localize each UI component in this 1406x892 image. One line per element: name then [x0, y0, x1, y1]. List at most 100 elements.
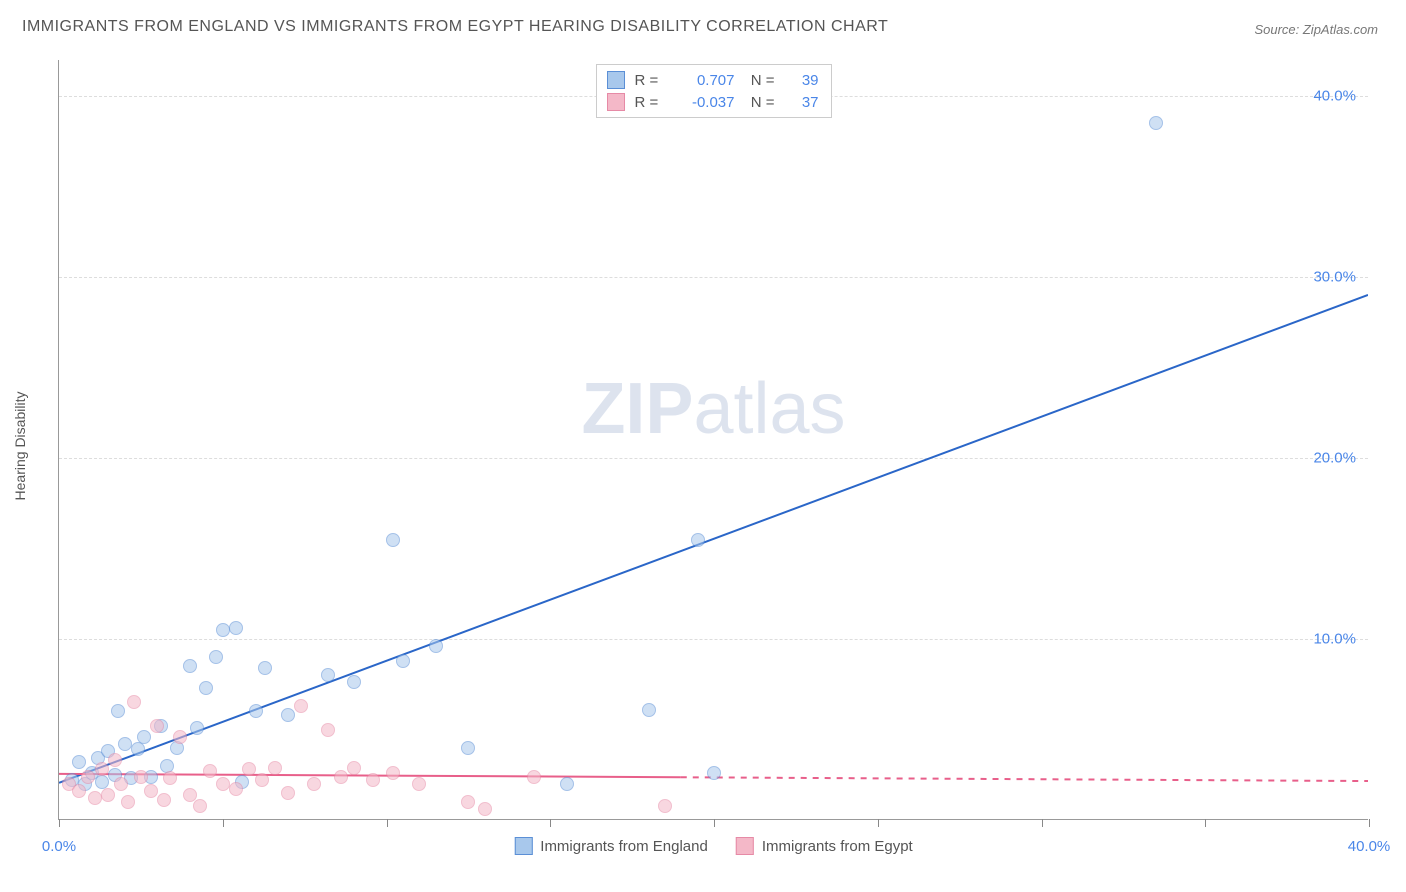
marker-egypt	[72, 784, 86, 798]
marker-egypt	[386, 766, 400, 780]
legend-n-value: 39	[785, 72, 819, 89]
marker-egypt	[203, 764, 217, 778]
x-tick	[387, 819, 388, 827]
legend-series-item: Immigrants from Egypt	[736, 837, 913, 855]
marker-england	[461, 741, 475, 755]
marker-egypt	[334, 770, 348, 784]
marker-england	[111, 704, 125, 718]
marker-egypt	[412, 777, 426, 791]
trendline-egypt-dashed	[681, 777, 1368, 781]
marker-egypt	[127, 695, 141, 709]
marker-england	[209, 650, 223, 664]
marker-egypt	[163, 771, 177, 785]
watermark: ZIPatlas	[581, 368, 845, 450]
marker-england	[347, 675, 361, 689]
legend-series-label: Immigrants from England	[540, 838, 708, 855]
y-tick-label: 10.0%	[1313, 631, 1356, 648]
marker-egypt	[144, 784, 158, 798]
y-tick-label: 20.0%	[1313, 450, 1356, 467]
marker-england	[642, 703, 656, 717]
marker-egypt	[242, 762, 256, 776]
marker-england	[235, 775, 249, 789]
marker-england	[249, 704, 263, 718]
legend-n-value: 37	[785, 94, 819, 111]
legend-correlation-row: R = 0.707 N = 39	[607, 69, 819, 91]
x-tick-label: 0.0%	[42, 838, 76, 855]
marker-egypt	[307, 777, 321, 791]
marker-england	[95, 775, 109, 789]
gridline-h	[59, 458, 1368, 459]
marker-england	[101, 744, 115, 758]
marker-england	[154, 719, 168, 733]
marker-egypt	[461, 795, 475, 809]
marker-england	[396, 654, 410, 668]
legend-n-label: N =	[745, 94, 775, 111]
y-tick-label: 40.0%	[1313, 88, 1356, 105]
legend-series-item: Immigrants from England	[514, 837, 708, 855]
marker-egypt	[183, 788, 197, 802]
legend-r-value: -0.037	[673, 94, 735, 111]
x-tick	[59, 819, 60, 827]
marker-egypt	[268, 761, 282, 775]
legend-correlation-row: R =-0.037N =37	[607, 91, 819, 113]
marker-england	[108, 768, 122, 782]
marker-england	[707, 766, 721, 780]
x-tick	[1369, 819, 1370, 827]
marker-egypt	[121, 795, 135, 809]
marker-england	[131, 742, 145, 756]
x-tick	[714, 819, 715, 827]
marker-egypt	[366, 773, 380, 787]
legend-series-label: Immigrants from Egypt	[762, 838, 913, 855]
trendline-egypt-solid	[59, 774, 681, 777]
marker-england	[183, 659, 197, 673]
marker-egypt	[281, 786, 295, 800]
x-tick	[223, 819, 224, 827]
series-legend: Immigrants from England Immigrants from E…	[514, 837, 912, 855]
x-tick-label: 40.0%	[1348, 838, 1391, 855]
legend-r-label: R =	[635, 72, 663, 89]
legend-n-label: N =	[745, 72, 775, 89]
marker-england	[429, 639, 443, 653]
watermark-light: atlas	[693, 369, 845, 449]
marker-egypt	[193, 799, 207, 813]
marker-egypt	[527, 770, 541, 784]
marker-egypt	[81, 770, 95, 784]
legend-swatch	[607, 71, 625, 89]
marker-egypt	[88, 791, 102, 805]
marker-england	[216, 623, 230, 637]
y-axis-label: Hearing Disability	[12, 392, 28, 501]
plot-area: ZIPatlas R =0.707N =39R =-0.037N =37 Imm…	[58, 60, 1368, 820]
marker-england	[321, 668, 335, 682]
marker-egypt	[150, 719, 164, 733]
marker-england	[85, 766, 99, 780]
marker-egypt	[95, 762, 109, 776]
trendlines-layer	[59, 60, 1368, 819]
marker-england	[144, 770, 158, 784]
marker-egypt	[134, 770, 148, 784]
marker-egypt	[478, 802, 492, 816]
marker-england	[190, 721, 204, 735]
gridline-h	[59, 277, 1368, 278]
marker-egypt	[101, 788, 115, 802]
marker-egypt	[108, 753, 122, 767]
trendline-england	[59, 295, 1368, 783]
markers-layer	[59, 60, 1368, 819]
marker-egypt	[658, 799, 672, 813]
marker-england	[65, 773, 79, 787]
marker-england	[118, 737, 132, 751]
legend-swatch	[607, 93, 625, 111]
legend-r-value: 0.707	[673, 72, 735, 89]
watermark-bold: ZIP	[581, 369, 693, 449]
x-tick	[1205, 819, 1206, 827]
gridline-h	[59, 639, 1368, 640]
marker-egypt	[321, 723, 335, 737]
marker-egypt	[216, 777, 230, 791]
marker-england	[1149, 116, 1163, 130]
marker-egypt	[347, 761, 361, 775]
marker-england	[78, 777, 92, 791]
marker-england	[72, 755, 86, 769]
marker-egypt	[229, 782, 243, 796]
chart-title: IMMIGRANTS FROM ENGLAND VS IMMIGRANTS FR…	[22, 18, 888, 36]
legend-swatch	[736, 837, 754, 855]
y-tick-label: 30.0%	[1313, 269, 1356, 286]
